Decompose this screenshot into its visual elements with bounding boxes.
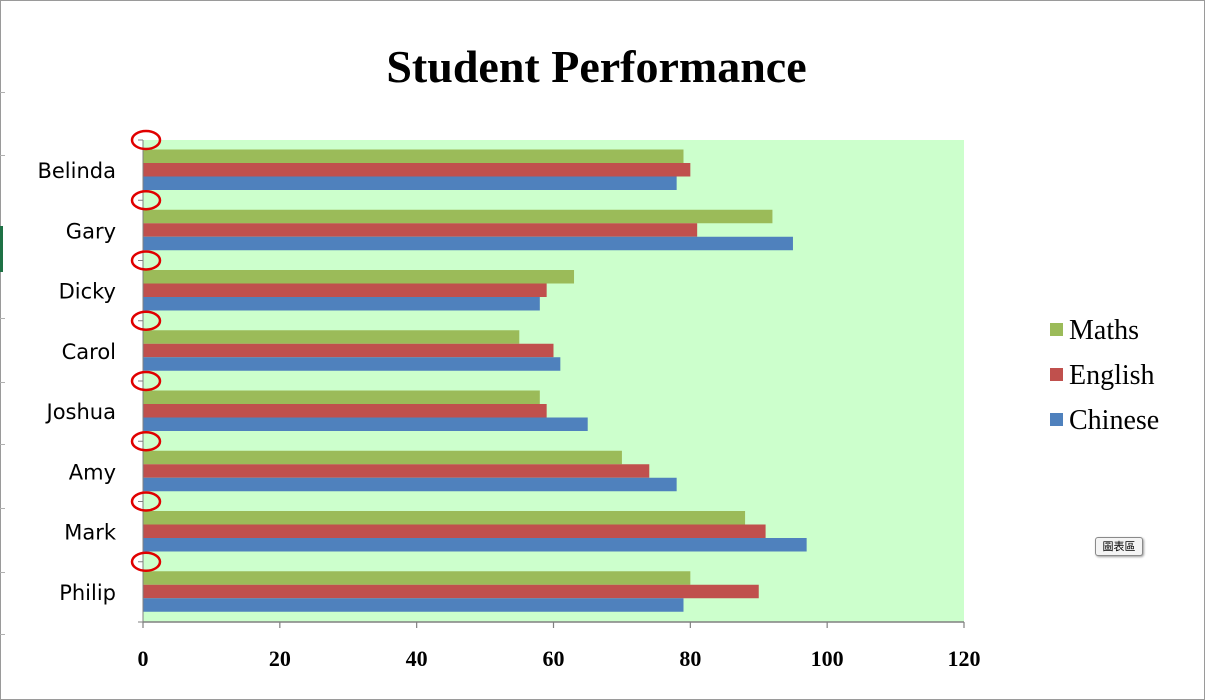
bar-english-joshua[interactable] <box>143 404 547 418</box>
bar-english-carol[interactable] <box>143 343 554 358</box>
bar-maths-philip[interactable] <box>143 571 691 585</box>
bar-english-gary[interactable] <box>143 223 698 237</box>
tick-highlight-ellipse <box>130 310 162 331</box>
category-label-gary: Gary <box>66 219 116 243</box>
bar-maths-carol[interactable] <box>143 330 520 344</box>
x-tick-label-100: 100 <box>811 646 844 671</box>
bar-english-dicky[interactable] <box>143 283 547 298</box>
legend-swatch-chinese <box>1050 413 1063 426</box>
row-gridline-mark <box>0 155 5 156</box>
x-tick-label-120: 120 <box>948 646 981 671</box>
row-gridline-mark <box>0 382 5 383</box>
category-label-philip: Philip <box>59 581 116 605</box>
tick-highlight-ellipse <box>130 431 162 452</box>
tick-highlight-ellipse <box>130 129 162 151</box>
row-selection-accent <box>0 226 3 272</box>
bar-english-amy[interactable] <box>143 464 650 478</box>
bar-maths-gary[interactable] <box>143 209 773 224</box>
bar-chinese-amy[interactable] <box>143 477 677 492</box>
row-gridline-mark <box>0 508 5 509</box>
bar-chinese-mark[interactable] <box>143 538 807 552</box>
x-tick-label-40: 40 <box>406 646 428 671</box>
row-gridline-mark <box>0 444 5 445</box>
row-gridline-mark <box>0 572 5 573</box>
category-label-joshua: Joshua <box>45 400 116 424</box>
x-tick-label-0: 0 <box>138 646 149 671</box>
chart-title: Student Performance <box>386 41 807 92</box>
bar-chinese-gary[interactable] <box>143 236 793 251</box>
legend-label-chinese: Chinese <box>1069 405 1159 436</box>
row-gridline-mark <box>0 92 5 93</box>
x-tick-label-20: 20 <box>269 646 291 671</box>
bar-chinese-philip[interactable] <box>143 598 684 612</box>
tick-highlight-ellipse <box>130 491 162 512</box>
bar-chinese-belinda[interactable] <box>143 176 677 191</box>
bar-english-mark[interactable] <box>143 524 766 539</box>
chart-area-tooltip: 圖表區 <box>1095 537 1143 556</box>
category-label-amy: Amy <box>69 460 116 484</box>
row-gridline-mark <box>0 318 5 319</box>
tick-highlight-ellipse <box>130 190 162 211</box>
x-tick-label-60: 60 <box>543 646 565 671</box>
tick-highlight-ellipse <box>130 551 162 572</box>
category-label-carol: Carol <box>62 340 116 364</box>
legend-label-maths: Maths <box>1069 315 1139 346</box>
row-gridline-mark <box>0 634 5 635</box>
bar-maths-amy[interactable] <box>143 450 622 465</box>
bar-maths-mark[interactable] <box>143 511 746 525</box>
bar-chinese-carol[interactable] <box>143 357 561 371</box>
legend-label-english: English <box>1069 360 1155 391</box>
legend-swatch-english <box>1050 368 1063 381</box>
bar-chinese-dicky[interactable] <box>143 297 540 311</box>
bar-maths-dicky[interactable] <box>143 270 575 284</box>
x-tick-label-80: 80 <box>679 646 701 671</box>
category-label-mark: Mark <box>64 521 117 545</box>
bar-chinese-joshua[interactable] <box>143 417 588 432</box>
bar-english-philip[interactable] <box>143 584 759 599</box>
category-label-belinda: Belinda <box>37 159 116 183</box>
bar-english-belinda[interactable] <box>143 163 691 177</box>
tick-highlight-ellipse <box>130 250 162 271</box>
tick-highlight-ellipse <box>130 370 162 392</box>
bar-maths-belinda[interactable] <box>143 149 684 164</box>
legend-swatch-maths <box>1050 323 1063 336</box>
bar-maths-joshua[interactable] <box>143 390 540 405</box>
category-label-dicky: Dicky <box>59 280 116 304</box>
